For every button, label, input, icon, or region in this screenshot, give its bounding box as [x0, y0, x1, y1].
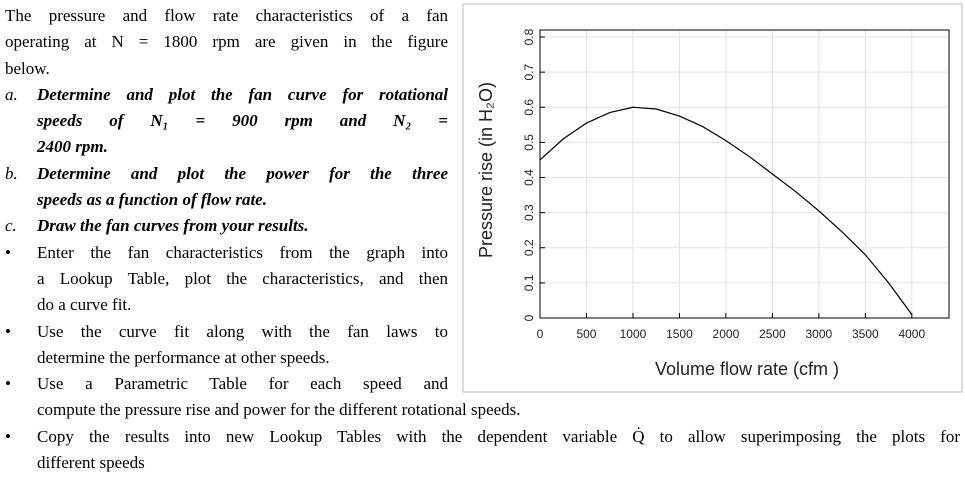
list-item: • Copy the results into new Lookup Tables…: [5, 424, 960, 477]
x-tick-label: 500: [576, 327, 596, 341]
y-tick-label: 0.6: [522, 99, 536, 116]
item-line: Use a Parametric Table for each speed an…: [37, 374, 448, 394]
x-tick-label: 0: [537, 327, 544, 341]
item-line: a Lookup Table, plot the characteristics…: [37, 268, 448, 288]
x-tick-label: 2500: [759, 327, 786, 341]
item-marker: •: [5, 426, 11, 446]
x-tick-label: 3500: [852, 327, 879, 341]
item-line: Enter the fan characteristics from the g…: [37, 242, 448, 262]
intro-line: below.: [5, 58, 50, 78]
list-item: b. Determine and plot the power for the t…: [5, 161, 960, 214]
item-marker: •: [5, 321, 11, 341]
item-marker: c.: [5, 216, 17, 236]
item-marker: •: [5, 374, 11, 394]
x-tick-label: 3000: [806, 327, 833, 341]
item-line: Determine and plot the fan curve for rot…: [37, 84, 448, 104]
item-marker: a.: [5, 84, 18, 104]
intro-line: The pressure and flow rate characteristi…: [5, 6, 448, 25]
y-axis-label: Pressure rise (in H₂O): [476, 82, 496, 258]
list-item: • Use the curve fit along with the fan la…: [5, 319, 960, 372]
figure-frame: [462, 3, 963, 393]
y-tick-label: 0.7: [522, 63, 536, 80]
x-tick-label: 4000: [898, 327, 925, 341]
y-tick-label: 0: [522, 314, 536, 321]
x-tick-label: 1500: [666, 327, 693, 341]
item-line: Determine and plot the power for the thr…: [37, 163, 448, 183]
item-line: compute the pressure rise and power for …: [37, 400, 521, 420]
y-tick-label: 0.8: [522, 28, 536, 45]
x-tick-label: 2000: [713, 327, 740, 341]
item-line: 2400 rpm.: [37, 137, 108, 157]
x-tick-label: 1000: [620, 327, 647, 341]
x-axis-label: Volume flow rate (cfm ): [655, 359, 839, 379]
item-line: Draw the fan curves from your results.: [37, 216, 309, 236]
list-item: c. Draw the fan curves from your results.: [5, 213, 960, 239]
item-marker: •: [5, 242, 11, 262]
item-marker: b.: [5, 163, 18, 183]
y-tick-label: 0.3: [522, 204, 536, 221]
item-line: speeds of N₁ = 900 rpm and N₂ =: [37, 111, 448, 131]
item-line: speeds as a function of flow rate.: [37, 190, 267, 210]
list-item: • Use a Parametric Table for each speed a…: [5, 371, 960, 424]
y-tick-label: 0.2: [522, 239, 536, 256]
item-line: determine the performance at other speed…: [37, 347, 330, 367]
document: The pressure and flow rate characteristi…: [5, 3, 960, 476]
item-line: Use the curve fit along with the fan law…: [37, 321, 448, 341]
data-line: [539, 106, 913, 315]
list-item: • Enter the fan characteristics from the …: [5, 240, 960, 319]
y-tick-label: 0.1: [522, 274, 536, 291]
y-tick-label: 0.4: [522, 169, 536, 186]
plot-frame: [539, 29, 950, 319]
list-item: a. Determine and plot the fan curve for r…: [5, 82, 960, 161]
item-line: Copy the results into new Lookup Tables …: [37, 426, 960, 446]
intro-line: operating at N = 1800 rpm are given in t…: [5, 32, 448, 52]
y-tick-label: 0.5: [522, 134, 536, 151]
item-line: do a curve fit.: [37, 295, 132, 315]
item-line: different speeds: [37, 453, 145, 473]
